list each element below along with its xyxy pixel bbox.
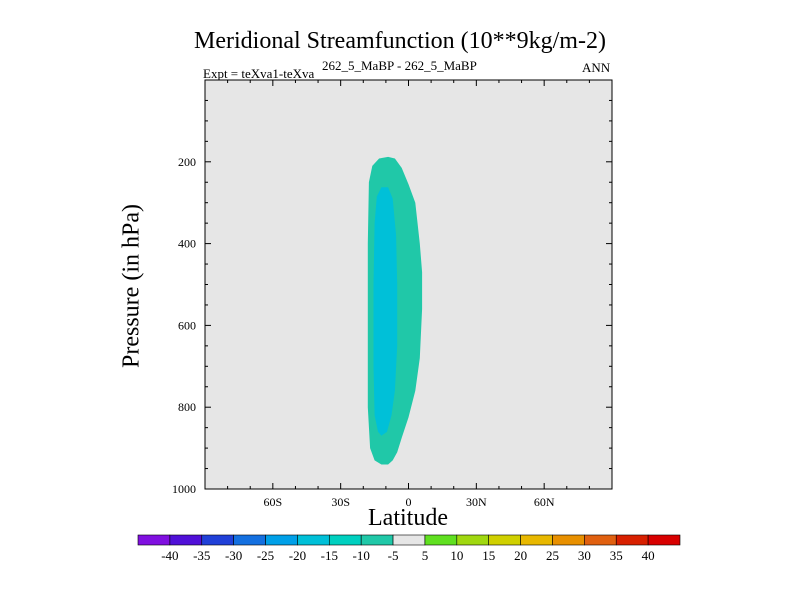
colorbar-label: -10 <box>353 548 370 563</box>
colorbar-label: 20 <box>514 548 527 563</box>
colorbar-swatch <box>201 534 234 546</box>
y-tick-label: 200 <box>178 155 196 169</box>
colorbar-swatch <box>137 534 171 546</box>
colorbar-swatch <box>647 534 681 546</box>
colorbar-swatch <box>488 534 521 546</box>
contour-region-1 <box>373 187 398 436</box>
colorbar-label: 25 <box>546 548 559 563</box>
colorbar-swatch <box>424 534 458 546</box>
colorbar-swatch <box>360 534 394 546</box>
season-label: ANN <box>582 60 611 75</box>
colorbar-swatch <box>615 534 649 546</box>
colorbar-label: -25 <box>257 548 274 563</box>
colorbar-swatch <box>265 534 298 546</box>
colorbar-label: 35 <box>610 548 623 563</box>
contour-regions <box>367 156 423 465</box>
colorbar-label: -35 <box>193 548 210 563</box>
colorbar: -40 -35 -30 -25 -20 -15 -10 -5 5 10 15 20 25 30 35 40 <box>137 534 681 563</box>
colorbar-label: -30 <box>225 548 242 563</box>
colorbar-swatch <box>520 534 553 546</box>
colorbar-swatch <box>297 534 330 546</box>
colorbar-swatch <box>233 534 266 546</box>
case-label: 262_5_MaBP - 262_5_MaBP <box>322 58 477 73</box>
colorbar-label: -20 <box>289 548 306 563</box>
colorbar-label: 40 <box>642 548 655 563</box>
y-tick-label: 600 <box>178 318 196 332</box>
x-tick-label: 60S <box>263 495 282 509</box>
colorbar-swatch <box>456 534 490 546</box>
axis-ticks: 60S 30S 0 30N 60N 200 400 600 800 1000 <box>172 80 612 509</box>
y-tick-label: 400 <box>178 237 196 251</box>
colorbar-swatch <box>392 534 426 546</box>
y-tick-label: 800 <box>178 400 196 414</box>
chart-title: Meridional Streamfunction (10**9kg/m-2) <box>194 28 606 54</box>
colorbar-swatch <box>328 534 362 546</box>
colorbar-label: -40 <box>161 548 178 563</box>
colorbar-label: 5 <box>422 548 429 563</box>
colorbar-label: 15 <box>482 548 495 563</box>
x-tick-label: 0 <box>406 495 412 509</box>
colorbar-swatch <box>584 534 617 546</box>
x-tick-label: 30S <box>331 495 350 509</box>
colorbar-swatch <box>169 534 203 546</box>
colorbar-swatch <box>552 534 585 546</box>
experiment-label: Expt = teXva1-teXva <box>203 66 315 81</box>
colorbar-label: -15 <box>321 548 338 563</box>
x-axis-label: Latitude <box>368 505 448 531</box>
y-tick-label: 1000 <box>172 482 196 496</box>
x-tick-label: 60N <box>534 495 555 509</box>
colorbar-label: -5 <box>388 548 399 563</box>
colorbar-label: 10 <box>450 548 463 563</box>
x-tick-label: 30N <box>466 495 487 509</box>
colorbar-label: 30 <box>578 548 591 563</box>
